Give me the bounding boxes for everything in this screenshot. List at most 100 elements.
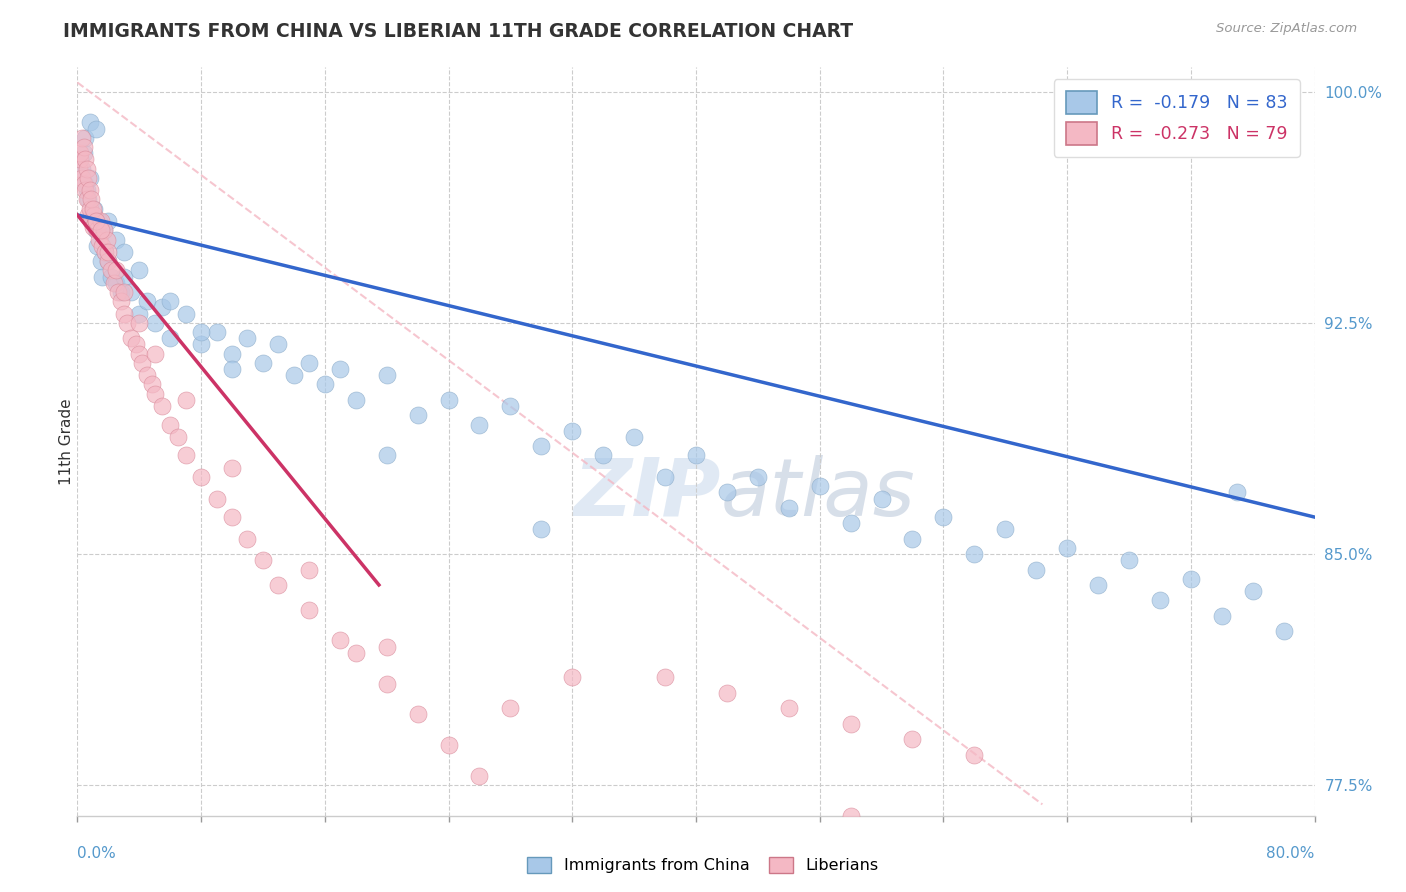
- Point: [221, 362, 243, 376]
- Point: [112, 285, 135, 299]
- Point: [329, 362, 352, 376]
- Point: [1272, 624, 1295, 639]
- Point: [96, 233, 118, 247]
- Point: [375, 449, 398, 463]
- Point: [252, 553, 274, 567]
- Point: [110, 294, 132, 309]
- Point: [136, 294, 159, 309]
- Point: [121, 285, 143, 299]
- Point: [82, 202, 104, 216]
- Point: [79, 170, 101, 185]
- Text: 0.0%: 0.0%: [77, 847, 117, 861]
- Point: [121, 331, 143, 345]
- Point: [100, 263, 122, 277]
- Point: [83, 202, 105, 216]
- Point: [530, 523, 553, 537]
- Point: [654, 670, 676, 684]
- Point: [131, 356, 153, 370]
- Point: [344, 646, 367, 660]
- Point: [84, 214, 107, 228]
- Point: [174, 392, 197, 407]
- Point: [190, 325, 212, 339]
- Point: [1211, 608, 1233, 623]
- Point: [82, 214, 104, 228]
- Point: [80, 214, 103, 228]
- Legend: R =  -0.179   N = 83, R =  -0.273   N = 79: R = -0.179 N = 83, R = -0.273 N = 79: [1054, 79, 1299, 157]
- Point: [93, 223, 115, 237]
- Point: [152, 301, 174, 315]
- Point: [901, 732, 924, 747]
- Point: [72, 177, 94, 191]
- Point: [152, 399, 174, 413]
- Point: [252, 356, 274, 370]
- Point: [808, 479, 831, 493]
- Point: [128, 307, 150, 321]
- Point: [437, 392, 460, 407]
- Point: [91, 269, 114, 284]
- Point: [69, 146, 91, 161]
- Point: [167, 430, 190, 444]
- Point: [870, 491, 893, 506]
- Point: [159, 417, 181, 432]
- Point: [79, 115, 101, 129]
- Point: [128, 263, 150, 277]
- Point: [90, 214, 111, 228]
- Point: [1149, 593, 1171, 607]
- Point: [314, 377, 336, 392]
- Point: [437, 738, 460, 752]
- Text: IMMIGRANTS FROM CHINA VS LIBERIAN 11TH GRADE CORRELATION CHART: IMMIGRANTS FROM CHINA VS LIBERIAN 11TH G…: [63, 22, 853, 41]
- Point: [190, 470, 212, 484]
- Point: [76, 161, 98, 176]
- Point: [267, 337, 290, 351]
- Point: [128, 316, 150, 330]
- Point: [623, 430, 645, 444]
- Point: [1025, 562, 1047, 576]
- Text: atlas: atlas: [721, 455, 915, 533]
- Point: [86, 238, 108, 252]
- Point: [159, 331, 181, 345]
- Point: [143, 386, 166, 401]
- Point: [267, 578, 290, 592]
- Point: [103, 276, 125, 290]
- Point: [174, 449, 197, 463]
- Point: [839, 516, 862, 531]
- Point: [221, 460, 243, 475]
- Point: [93, 223, 115, 237]
- Point: [77, 208, 100, 222]
- Point: [90, 254, 111, 268]
- Point: [105, 233, 127, 247]
- Point: [83, 208, 105, 222]
- Point: [468, 417, 491, 432]
- Point: [329, 633, 352, 648]
- Text: ZIP: ZIP: [574, 455, 721, 533]
- Point: [72, 146, 94, 161]
- Point: [77, 193, 100, 207]
- Point: [80, 193, 103, 207]
- Point: [1118, 553, 1140, 567]
- Point: [107, 285, 129, 299]
- Point: [159, 294, 181, 309]
- Point: [190, 337, 212, 351]
- Point: [70, 161, 93, 176]
- Point: [112, 307, 135, 321]
- Point: [205, 325, 228, 339]
- Point: [110, 285, 132, 299]
- Point: [75, 131, 96, 145]
- Point: [406, 707, 429, 722]
- Point: [236, 331, 259, 345]
- Point: [298, 562, 321, 576]
- Point: [84, 214, 107, 228]
- Point: [79, 202, 101, 216]
- Point: [174, 307, 197, 321]
- Point: [80, 208, 103, 222]
- Point: [499, 701, 522, 715]
- Point: [143, 316, 166, 330]
- Point: [97, 254, 120, 268]
- Y-axis label: 11th Grade: 11th Grade: [59, 398, 73, 485]
- Point: [932, 510, 955, 524]
- Point: [1226, 485, 1249, 500]
- Point: [87, 214, 110, 228]
- Point: [69, 153, 91, 167]
- Point: [94, 244, 117, 259]
- Point: [778, 701, 800, 715]
